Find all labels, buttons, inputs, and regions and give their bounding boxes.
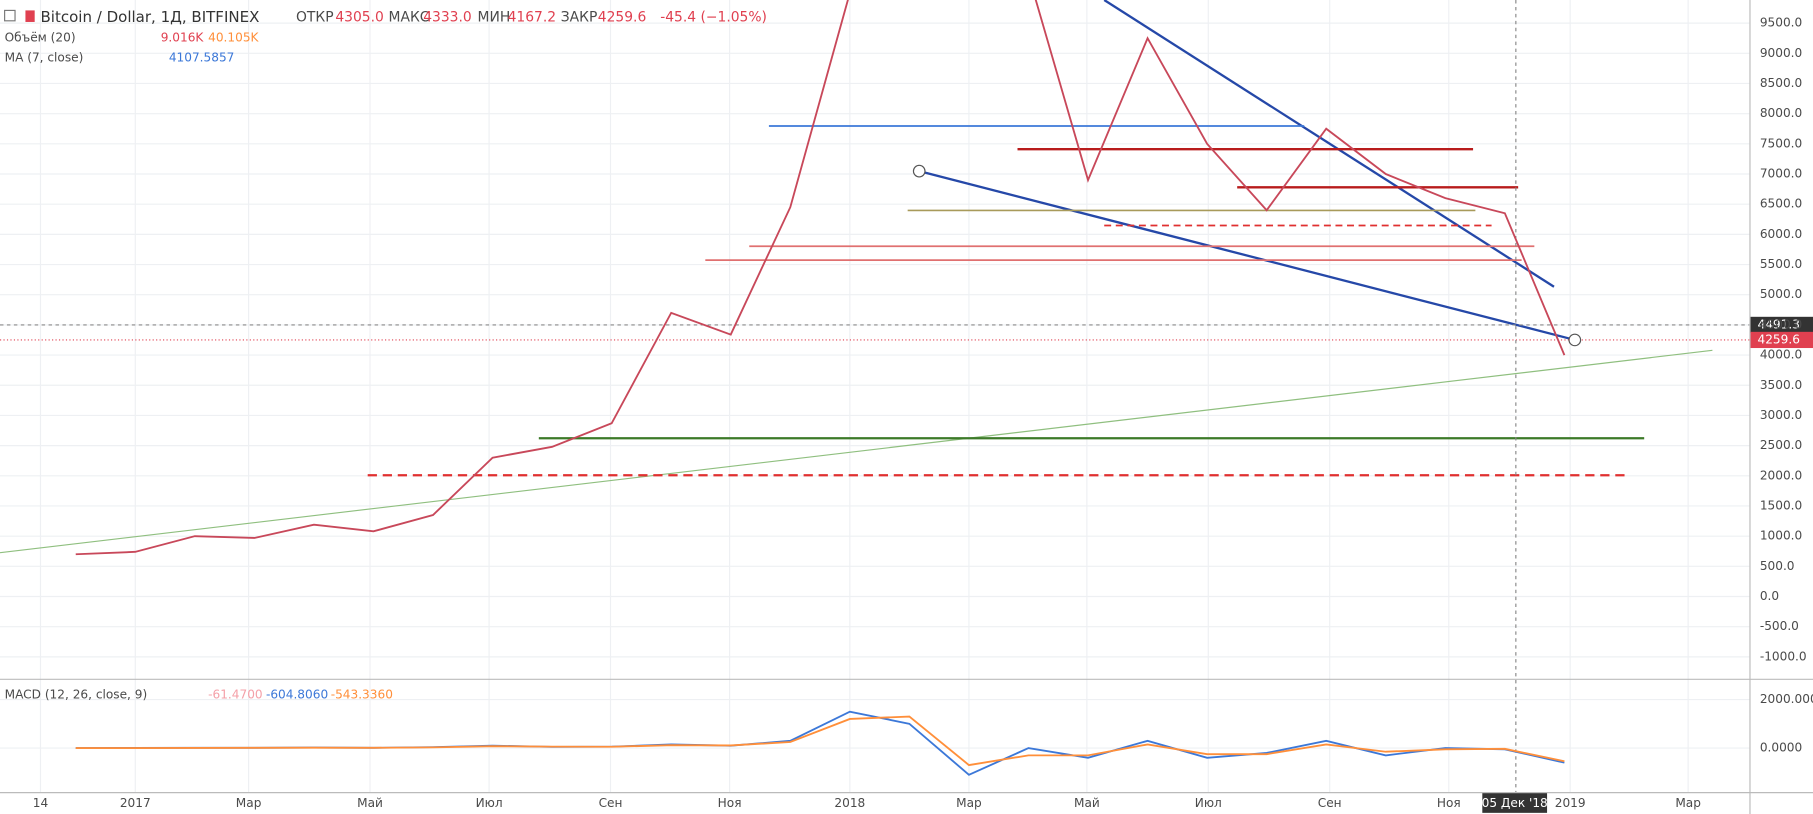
y-tick-label: 500.0	[1760, 559, 1795, 573]
last-price: 4259.6	[1758, 332, 1800, 346]
y-tick-label: 6500.0	[1760, 197, 1802, 211]
y-tick-label: 4500.0	[1760, 317, 1802, 331]
volume-ma: 40.105K	[208, 31, 259, 45]
low: 4167.2	[508, 9, 557, 25]
macd-value: -604.8060	[266, 687, 328, 701]
y-tick-label: 7000.0	[1760, 167, 1802, 181]
y-tick-label: -500.0	[1760, 619, 1799, 633]
x-tick-label: Мар	[956, 796, 982, 810]
y-tick-label: 5000.0	[1760, 287, 1802, 301]
macd-signal: -543.3360	[331, 687, 393, 701]
symbol-icon	[25, 10, 35, 22]
x-tick-label: Май	[357, 796, 383, 810]
y-tick-label: 4000.0	[1760, 348, 1802, 362]
high: 4333.0	[423, 9, 472, 25]
low-label: МИН	[478, 9, 511, 25]
x-tick-label: 2017	[120, 796, 151, 810]
open-label: ОТКР	[296, 9, 334, 25]
high-label: МАКС	[389, 9, 430, 25]
crosshair-date-box	[1482, 793, 1548, 813]
y-tick-label: 2000.0000	[1760, 692, 1813, 706]
y-tick-label: 8500.0	[1760, 76, 1802, 90]
legend: Bitcoin / Dollar, 1Д, BITFINEX ОТКР 4305…	[4, 8, 767, 701]
close-label: ЗАКР	[561, 9, 598, 25]
x-tick-label: Сен	[1318, 796, 1342, 810]
y-tick-label: 0.0000	[1760, 741, 1802, 755]
collapse-icon[interactable]	[4, 9, 16, 22]
y-tick-label: 1000.0	[1760, 529, 1802, 543]
y-tick-label: 6000.0	[1760, 227, 1802, 241]
y-tick-label: 0.0	[1760, 589, 1779, 603]
grid	[0, 0, 1750, 793]
ma: 4107.5857	[169, 50, 235, 64]
symbol[interactable]: Bitcoin / Dollar, 1Д, BITFINEX	[40, 8, 259, 26]
y-tick-label: 7500.0	[1760, 136, 1802, 150]
volume-label[interactable]: Объём (20)	[5, 31, 76, 45]
y-tick-label: -1000.0	[1760, 649, 1807, 663]
crosshair-price-box	[1750, 316, 1813, 333]
change: -45.4 (−1.05%)	[660, 9, 767, 25]
x-tick-label: Ноя	[718, 796, 742, 810]
series-line	[75, 710, 1565, 776]
crosshair-price: 4491.3	[1758, 317, 1800, 331]
ma-label[interactable]: MA (7, close)	[5, 50, 84, 64]
macd-hist: -61.4700	[208, 687, 263, 701]
series-group	[75, 0, 1566, 556]
y-tick-label: 2000.0	[1760, 468, 1802, 482]
volume: 9.016K	[161, 31, 205, 45]
y-tick-label: 3500.0	[1760, 378, 1802, 392]
x-tick-label: 14	[33, 796, 49, 810]
y-tick-label: 8000.0	[1760, 106, 1802, 120]
x-tick-label: Июл	[476, 796, 503, 810]
x-tick-label: Мар	[1675, 796, 1701, 810]
y-tick-label: 2500.0	[1760, 438, 1802, 452]
drawings	[0, 0, 1750, 554]
y-tick-label: 3000.0	[1760, 408, 1802, 422]
x-tick-label: 2019	[1555, 796, 1586, 810]
x-tick-label: Май	[1074, 796, 1100, 810]
macd-label[interactable]: MACD (12, 26, close, 9)	[5, 687, 148, 701]
x-tick-label: Сен	[599, 796, 623, 810]
y-tick-label: 5500.0	[1760, 257, 1802, 271]
x-tick-label: 2018	[834, 796, 865, 810]
crosshair-date: 05 Дек '18	[1482, 796, 1548, 810]
x-tick-label: Июл	[1195, 796, 1222, 810]
close: 4259.6	[598, 9, 647, 25]
last-price-box	[1750, 331, 1813, 349]
x-tick-label: Мар	[236, 796, 262, 810]
x-tick-label: Ноя	[1437, 796, 1461, 810]
y-tick-label: 9500.0	[1760, 16, 1802, 30]
series-group	[75, 710, 1565, 776]
y-tick-label: 1500.0	[1760, 498, 1802, 512]
y-tick-label: 9000.0	[1760, 46, 1802, 60]
series-line	[75, 715, 1565, 767]
open: 4305.0	[335, 9, 384, 25]
series-line	[75, 0, 1566, 556]
